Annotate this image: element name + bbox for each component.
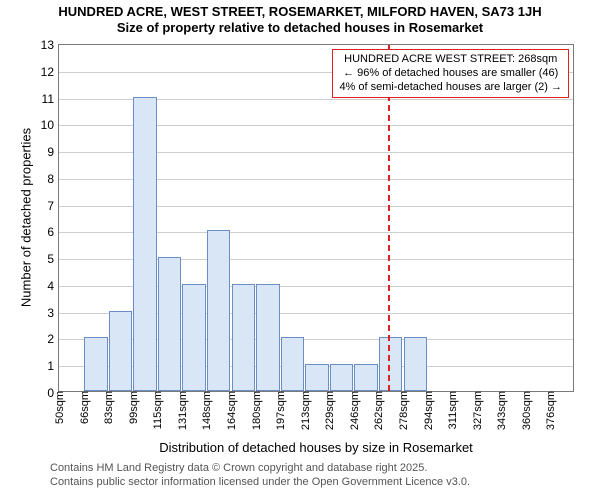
bar — [404, 337, 427, 391]
xtick-label: 115sqm — [152, 391, 164, 433]
ytick-label: 4 — [47, 279, 59, 293]
xtick-label: 327sqm — [472, 391, 484, 434]
callout-line: HUNDRED ACRE WEST STREET: 268sqm — [339, 53, 562, 67]
xtick-label: 50sqm — [54, 391, 66, 428]
xtick-label: 197sqm — [275, 391, 287, 434]
chart-title-1: HUNDRED ACRE, WEST STREET, ROSEMARKET, M… — [0, 4, 600, 20]
bar — [109, 311, 132, 391]
xtick-label: 213sqm — [300, 391, 312, 434]
ytick-label: 7 — [47, 199, 59, 213]
bar — [256, 284, 279, 391]
xtick-label: 376sqm — [545, 391, 557, 434]
xtick-label: 262sqm — [373, 391, 385, 434]
ytick-label: 12 — [41, 65, 59, 79]
bar — [379, 337, 402, 391]
callout-line: ← 96% of detached houses are smaller (46… — [339, 67, 562, 81]
xtick-label: 164sqm — [226, 391, 238, 434]
plot-area: 01234567891011121350sqm66sqm83sqm99sqm11… — [58, 44, 574, 392]
ytick-label: 2 — [47, 332, 59, 346]
xtick-label: 131sqm — [177, 391, 189, 434]
xtick-label: 278sqm — [398, 391, 410, 434]
xtick-label: 360sqm — [521, 391, 533, 434]
bar — [207, 230, 230, 391]
xtick-label: 311sqm — [447, 391, 459, 433]
y-axis-label: Number of detached properties — [19, 128, 34, 308]
ytick-label: 8 — [47, 172, 59, 186]
bar — [305, 364, 328, 391]
bar — [158, 257, 181, 391]
ytick-label: 1 — [47, 359, 59, 373]
ytick-label: 3 — [47, 306, 59, 320]
xtick-label: 180sqm — [251, 391, 263, 434]
attribution-footer: Contains HM Land Registry data © Crown c… — [50, 462, 470, 490]
ytick-label: 5 — [47, 252, 59, 266]
ytick-label: 10 — [41, 118, 59, 132]
callout-box: HUNDRED ACRE WEST STREET: 268sqm← 96% of… — [332, 49, 569, 98]
xtick-label: 99sqm — [128, 391, 140, 428]
xtick-label: 229sqm — [324, 391, 336, 434]
footer-line-2: Contains public sector information licen… — [50, 476, 470, 490]
callout-line: 4% of semi-detached houses are larger (2… — [339, 81, 562, 95]
xtick-label: 246sqm — [349, 391, 361, 434]
ytick-label: 9 — [47, 145, 59, 159]
xtick-label: 343sqm — [496, 391, 508, 434]
x-axis-label: Distribution of detached houses by size … — [58, 440, 574, 455]
xtick-label: 83sqm — [103, 391, 115, 428]
xtick-label: 148sqm — [201, 391, 213, 434]
bar — [84, 337, 107, 391]
bar — [232, 284, 255, 391]
bar — [330, 364, 353, 391]
bar — [281, 337, 304, 391]
chart-title-2: Size of property relative to detached ho… — [0, 20, 600, 36]
bar — [133, 97, 156, 391]
xtick-label: 66sqm — [79, 391, 91, 428]
ytick-label: 13 — [41, 38, 59, 52]
ytick-label: 11 — [42, 92, 59, 106]
bar — [354, 364, 377, 391]
ytick-label: 6 — [47, 225, 59, 239]
xtick-label: 294sqm — [423, 391, 435, 434]
footer-line-1: Contains HM Land Registry data © Crown c… — [50, 462, 470, 476]
bar — [182, 284, 205, 391]
